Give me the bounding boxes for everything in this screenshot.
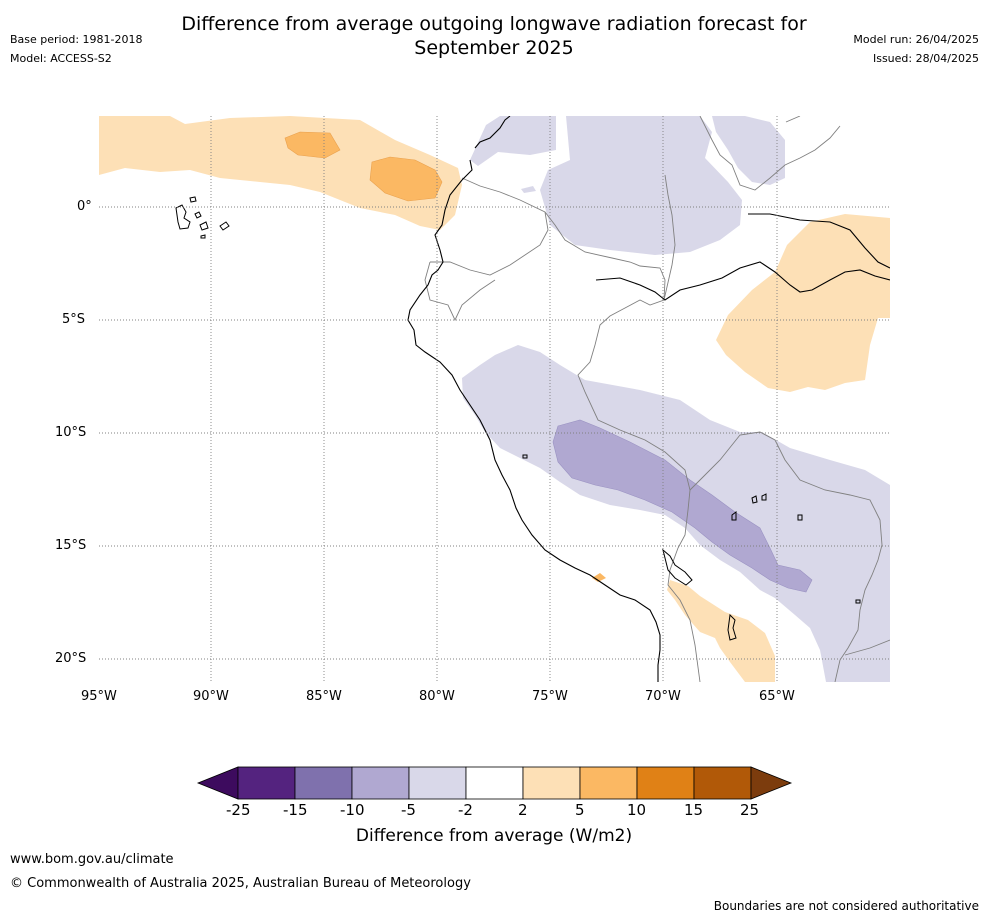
coastline-south-america xyxy=(407,116,661,682)
colorbar-segment xyxy=(693,766,752,800)
colorbar-segment xyxy=(408,766,467,800)
colorbar-tick: -25 xyxy=(226,801,251,819)
small-lakes xyxy=(522,454,861,641)
border-ecuador-peru xyxy=(424,211,549,322)
lon-label: 80°W xyxy=(419,689,455,704)
boundary-disclaimer: Boundaries are not considered authoritat… xyxy=(713,899,979,913)
positive-anomaly-coast-spot xyxy=(592,573,606,582)
negative-anomaly-north-2 xyxy=(540,116,742,255)
colorbar-tick: 10 xyxy=(627,801,647,819)
lon-label: 90°W xyxy=(193,689,229,704)
colorbar-segment xyxy=(465,766,524,800)
colorbar-tick: 5 xyxy=(575,801,585,819)
lat-label: 20°S xyxy=(55,651,87,666)
model-name: Model: ACCESS-S2 xyxy=(10,52,112,65)
border-brazil-north xyxy=(663,116,841,301)
colorbar-segment xyxy=(636,766,695,800)
colorbar xyxy=(196,766,793,800)
map-title: Difference from average outgoing longwav… xyxy=(0,12,988,60)
colorbar-segment xyxy=(294,766,353,800)
map-title-line1: Difference from average outgoing longwav… xyxy=(181,13,807,35)
lat-label: 5°S xyxy=(62,312,86,327)
lon-label: 65°W xyxy=(759,689,795,704)
colorbar-tick: 25 xyxy=(740,801,760,819)
negative-anomaly-north-3 xyxy=(712,116,785,185)
moderate-negative-anomaly-region xyxy=(552,419,813,593)
anomaly-shading xyxy=(99,116,890,682)
lon-label: 85°W xyxy=(306,689,342,704)
positive-anomaly-south xyxy=(667,580,775,682)
colorbar-tick: 15 xyxy=(684,801,704,819)
lat-label: 15°S xyxy=(55,538,87,553)
colorbar-tick: 2 xyxy=(518,801,528,819)
lon-label: 70°W xyxy=(645,689,681,704)
source-url: www.bom.gov.au/climate xyxy=(10,852,174,867)
colorbar-tick: -2 xyxy=(458,801,473,819)
strong-positive-anomaly-region-2 xyxy=(369,156,443,202)
positive-anomaly-amazon xyxy=(716,214,890,392)
colorbar-extend-low xyxy=(196,766,239,800)
lon-label: 95°W xyxy=(81,689,117,704)
strong-positive-anomaly-region xyxy=(284,131,341,159)
amazon-river xyxy=(595,213,890,301)
colorbar-segment xyxy=(579,766,638,800)
colorbar-segment xyxy=(522,766,581,800)
lat-label: 0° xyxy=(77,199,92,214)
country-borders xyxy=(461,177,691,549)
colorbar-tick: -10 xyxy=(340,801,365,819)
map-title-line2: September 2025 xyxy=(414,37,574,59)
galapagos-islands xyxy=(175,196,230,239)
negative-anomaly-north-1 xyxy=(470,116,556,166)
lake-titicaca xyxy=(662,548,693,586)
colorbar-segment xyxy=(237,766,296,800)
colorbar-tick: -5 xyxy=(401,801,416,819)
colorbar-label: Difference from average (W/m2) xyxy=(355,826,633,846)
model-run-date: Model run: 26/04/2025 xyxy=(853,33,979,46)
colorbar-segment xyxy=(351,766,410,800)
copyright-notice: © Commonwealth of Australia 2025, Austra… xyxy=(10,876,471,891)
positive-anomaly-region xyxy=(99,116,462,230)
geography-lines xyxy=(175,116,890,682)
lat-label: 10°S xyxy=(55,425,87,440)
issued-date: Issued: 28/04/2025 xyxy=(872,52,979,65)
colorbar-tick: -15 xyxy=(283,801,308,819)
negative-anomaly-small xyxy=(521,186,536,193)
base-period: Base period: 1981-2018 xyxy=(10,33,143,46)
colorbar-extend-high xyxy=(750,766,793,800)
gridlines xyxy=(99,116,890,682)
lon-label: 75°W xyxy=(532,689,568,704)
border-bolivia xyxy=(667,431,890,682)
